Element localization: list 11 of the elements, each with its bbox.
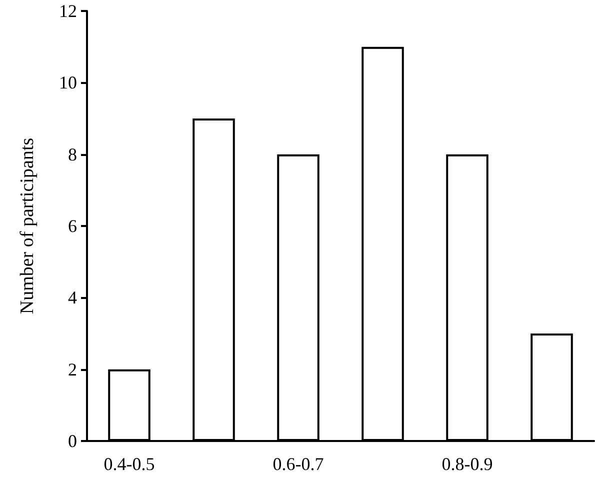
y-tick-label: 10 <box>59 72 77 93</box>
y-tick-label: 4 <box>68 288 77 308</box>
y-tick-label: 12 <box>59 1 77 21</box>
y-tick-label: 8 <box>68 144 77 164</box>
x-tick-label: 0.8-0.9 <box>442 454 493 474</box>
x-tick-label: 0.6-0.7 <box>272 454 324 474</box>
y-tick-label: 6 <box>68 216 77 236</box>
x-tick-label: 0.4-0.5 <box>104 454 155 474</box>
y-tick-label: 2 <box>68 359 77 380</box>
y-tick-label: 0 <box>68 431 77 451</box>
y-axis-title: Number of participants <box>17 138 38 314</box>
